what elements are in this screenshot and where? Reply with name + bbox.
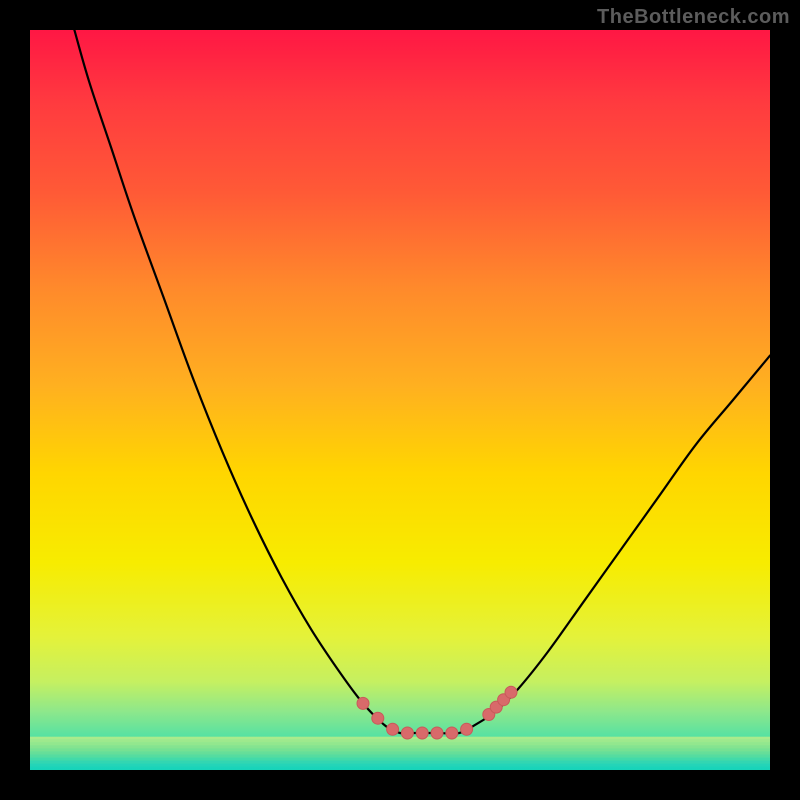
valley-marker [431, 727, 443, 739]
valley-marker [446, 727, 458, 739]
valley-marker [401, 727, 413, 739]
chart-svg [0, 0, 800, 800]
valley-marker [357, 697, 369, 709]
valley-marker [416, 727, 428, 739]
valley-marker [505, 686, 517, 698]
chart-container: TheBottleneck.com [0, 0, 800, 800]
valley-marker [387, 723, 399, 735]
plot-background [30, 30, 770, 770]
watermark-text: TheBottleneck.com [597, 6, 790, 29]
valley-marker [372, 712, 384, 724]
valley-marker [461, 723, 473, 735]
bottom-bands [30, 737, 770, 770]
